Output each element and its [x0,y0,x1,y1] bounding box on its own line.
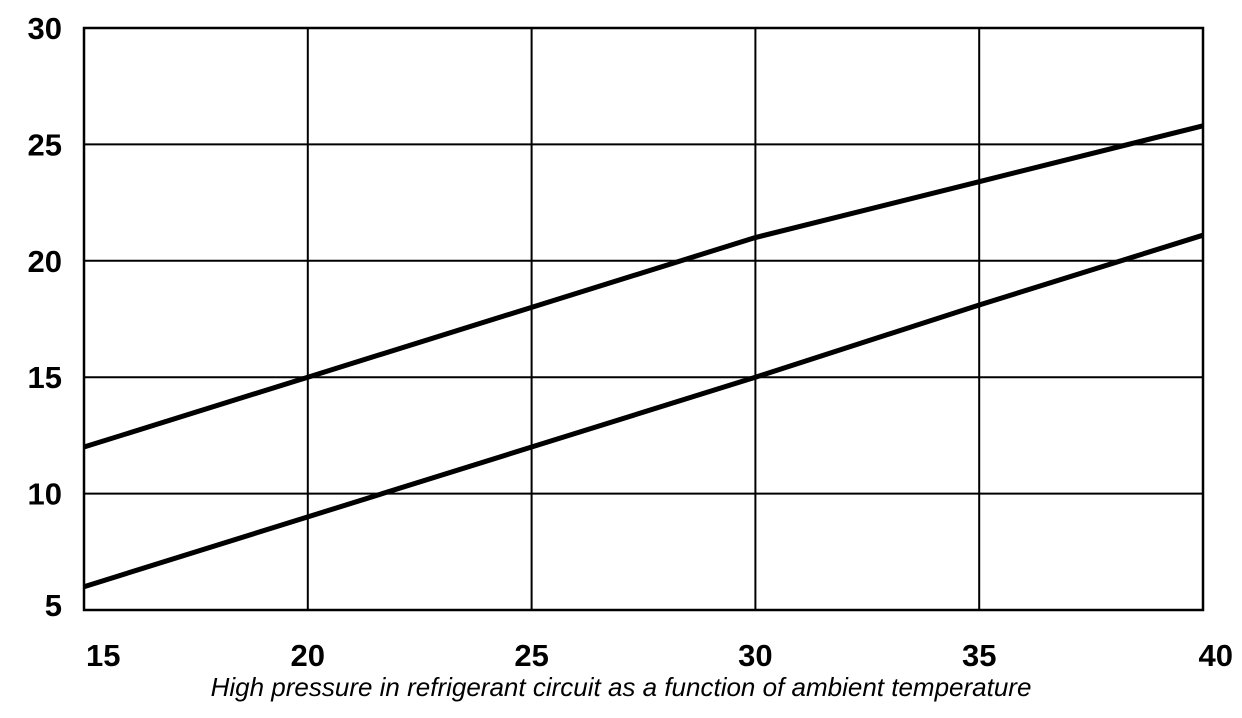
x-axis-tick-labels: 15 20 25 30 35 40 [86,638,1233,673]
plot-frame [82,26,1205,612]
y-tick-label: 30 [28,11,62,46]
y-tick-label: 25 [28,127,62,162]
y-tick-label: 15 [28,360,62,395]
x-tick-label: 35 [962,638,996,673]
chart-caption: High pressure in refrigerant circuit as … [210,672,1032,702]
x-tick-label: 25 [514,638,548,673]
series-line-2 [83,232,1204,590]
x-tick-label: 15 [86,638,120,673]
y-tick-label: 10 [28,477,62,512]
x-tick-label: 40 [1199,638,1233,673]
grid [84,28,1203,610]
y-axis-tick-labels: 5 10 15 20 25 30 [28,11,62,623]
x-tick-label: 20 [291,638,325,673]
series-layer [83,123,1204,590]
x-tick-label: 30 [738,638,772,673]
series-line-1 [83,123,1204,450]
y-tick-label: 20 [28,244,62,279]
y-tick-label: 5 [45,588,62,623]
